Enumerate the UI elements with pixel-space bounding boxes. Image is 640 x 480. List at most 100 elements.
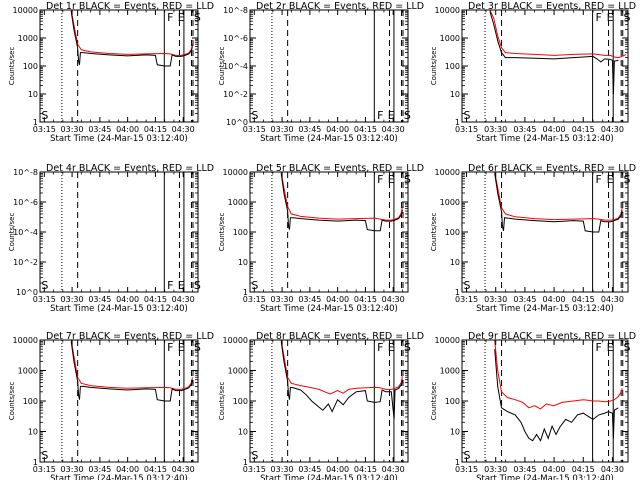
y-tick-label: 10000 [435, 336, 460, 345]
x-axis-label: Start Time (24-Mar-15 03:12:40) [50, 134, 188, 144]
y-axis-label: Counts/sec [8, 382, 16, 421]
x-axis-label: Start Time (24-Mar-15 03:12:40) [476, 134, 614, 144]
event-marker-label: S [624, 11, 631, 24]
detector-panel: Det 1r BLACK = Events, RED = LLD 1 10 100 10… [8, 1, 214, 144]
x-tick-label: 03:30 [484, 465, 507, 474]
x-tick-label: 03:30 [484, 295, 507, 304]
x-tick-label: 04:00 [543, 125, 566, 134]
x-axis-label: Start Time (24-Mar-15 03:12:40) [476, 474, 614, 480]
y-tick-label: 10000 [13, 336, 38, 345]
detector-panel: Det 3r BLACK = Events, RED = LLD 1 10 100 10… [430, 1, 636, 144]
event-marker-label: E [178, 11, 185, 24]
detector-panel: Det 2r BLACK = Events, RED = LLD 10^0 10^-… [218, 1, 424, 144]
events-curve [70, 341, 193, 402]
y-tick-label: 1 [243, 288, 248, 297]
event-marker-label: S [404, 173, 411, 186]
lld-curve [494, 340, 623, 410]
x-tick-label: 04:00 [326, 125, 349, 134]
y-tick-label: 1 [33, 458, 38, 467]
event-marker-label: S [624, 173, 631, 186]
y-tick-label: 10 [238, 258, 248, 267]
panel-title: Det 7r BLACK = Events, RED = LLD [46, 331, 214, 342]
y-axis-label: Counts/sec [430, 382, 438, 421]
event-marker-label: F [596, 173, 602, 186]
y-tick-label: 10 [238, 428, 248, 437]
event-marker-label: E [178, 341, 185, 354]
y-tick-label: 1000 [228, 198, 248, 207]
plot-frame [461, 339, 629, 463]
x-tick-label: 04:15 [354, 125, 377, 134]
x-tick-label: 03:45 [513, 465, 536, 474]
y-axis-label: Counts/sec [218, 47, 226, 86]
x-tick-label: 03:45 [513, 125, 536, 134]
x-tick-label: 03:30 [61, 125, 84, 134]
y-tick-label: 10 [28, 90, 38, 99]
lld-curve [280, 340, 403, 395]
y-tick-label: 10^-2 [223, 90, 248, 99]
x-tick-label: 04:15 [354, 295, 377, 304]
x-axis-label: Start Time (24-Mar-15 03:12:40) [260, 304, 398, 314]
x-tick-label: 04:30 [601, 125, 624, 134]
event-marker-label: S [41, 279, 48, 292]
y-tick-label: 100 [445, 62, 460, 71]
event-marker-label: E [388, 109, 395, 122]
event-marker-label: F [377, 173, 383, 186]
event-marker-label: S [41, 449, 48, 462]
y-tick-label: 1000 [18, 34, 38, 43]
event-marker-label: S [624, 341, 631, 354]
x-tick-label: 04:30 [382, 465, 405, 474]
y-tick-label: 100 [233, 397, 248, 406]
lld-curve [70, 10, 193, 56]
x-tick-label: 04:00 [116, 465, 139, 474]
event-marker-label: F [377, 341, 383, 354]
y-axis-label: Counts/sec [218, 382, 226, 421]
x-axis-label: Start Time (24-Mar-15 03:12:40) [260, 474, 398, 480]
x-tick-label: 04:30 [601, 465, 624, 474]
plot-frame [461, 171, 629, 293]
y-tick-label: 100 [445, 228, 460, 237]
x-tick-label: 03:30 [271, 295, 294, 304]
y-tick-label: 1000 [18, 367, 38, 376]
x-tick-label: 03:15 [33, 465, 56, 474]
event-marker-label: E [607, 11, 614, 24]
y-axis-label: Counts/sec [430, 213, 438, 252]
plot-frame [461, 9, 629, 123]
x-tick-label: 03:15 [33, 125, 56, 134]
x-tick-label: 03:45 [298, 125, 321, 134]
x-tick-label: 04:00 [116, 295, 139, 304]
y-axis-label: Counts/sec [430, 47, 438, 86]
x-tick-label: 04:00 [543, 295, 566, 304]
event-marker-label: F [167, 11, 173, 24]
event-marker-label: S [404, 341, 411, 354]
event-marker-label: S [251, 109, 258, 122]
x-tick-label: 03:15 [455, 125, 478, 134]
x-axis-label: Start Time (24-Mar-15 03:12:40) [260, 134, 398, 144]
y-tick-label: 1000 [228, 367, 248, 376]
y-axis-label: Counts/sec [8, 213, 16, 252]
x-tick-label: 04:15 [572, 295, 595, 304]
plot-frame [249, 339, 409, 463]
y-tick-label: 1 [455, 118, 460, 127]
x-tick-label: 04:15 [572, 125, 595, 134]
y-tick-label: 10000 [223, 336, 248, 345]
y-tick-label: 10^0 [16, 288, 38, 297]
panel-title: Det 2r BLACK = Events, RED = LLD [256, 1, 424, 12]
event-marker-label: S [463, 279, 470, 292]
event-marker-label: F [167, 341, 173, 354]
y-tick-label: 10^-4 [13, 228, 38, 237]
x-axis-label: Start Time (24-Mar-15 03:12:40) [50, 304, 188, 314]
y-tick-label: 10 [450, 258, 460, 267]
plot-frame [249, 171, 409, 293]
event-marker-label: S [251, 279, 258, 292]
event-marker-label: F [167, 279, 173, 292]
x-tick-label: 04:00 [116, 125, 139, 134]
y-tick-label: 10000 [435, 168, 460, 177]
x-tick-label: 04:15 [144, 295, 167, 304]
x-tick-label: 03:15 [33, 295, 56, 304]
y-tick-label: 1 [243, 458, 248, 467]
x-tick-label: 04:30 [382, 295, 405, 304]
events-curve [280, 173, 403, 232]
y-tick-label: 10^-8 [13, 168, 38, 177]
event-marker-label: S [251, 449, 258, 462]
